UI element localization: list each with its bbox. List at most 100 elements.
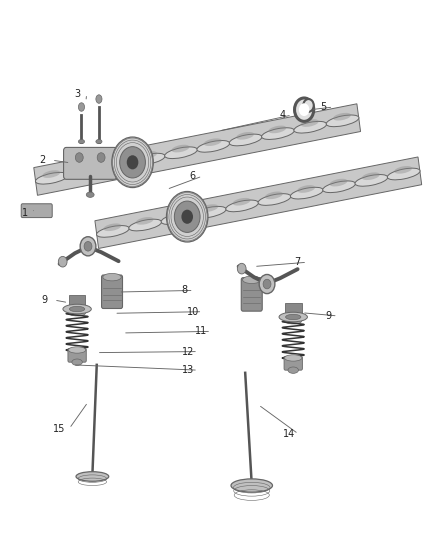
Circle shape	[174, 201, 200, 232]
Ellipse shape	[69, 311, 85, 316]
Text: 6: 6	[190, 171, 196, 181]
Text: 5: 5	[321, 102, 327, 112]
Ellipse shape	[226, 200, 258, 212]
Ellipse shape	[329, 179, 347, 187]
Circle shape	[259, 274, 275, 294]
Ellipse shape	[161, 213, 194, 224]
Ellipse shape	[243, 276, 261, 284]
Circle shape	[120, 147, 145, 178]
Ellipse shape	[261, 128, 294, 140]
Ellipse shape	[78, 140, 85, 144]
Ellipse shape	[333, 113, 351, 120]
Circle shape	[299, 103, 309, 116]
Text: 8: 8	[181, 286, 187, 295]
Ellipse shape	[362, 172, 380, 180]
Ellipse shape	[168, 211, 186, 219]
Ellipse shape	[100, 160, 133, 171]
Ellipse shape	[68, 166, 100, 177]
Text: 9: 9	[41, 295, 47, 305]
Circle shape	[263, 279, 271, 289]
Ellipse shape	[96, 140, 102, 144]
Ellipse shape	[70, 306, 85, 312]
Ellipse shape	[86, 192, 94, 197]
Ellipse shape	[290, 187, 323, 199]
Ellipse shape	[229, 134, 262, 146]
Text: 15: 15	[53, 424, 66, 434]
FancyBboxPatch shape	[285, 303, 301, 320]
Ellipse shape	[136, 217, 154, 225]
Circle shape	[80, 237, 96, 256]
Ellipse shape	[297, 185, 315, 193]
Circle shape	[237, 263, 246, 274]
Polygon shape	[34, 104, 360, 195]
Ellipse shape	[285, 355, 302, 361]
Circle shape	[127, 155, 138, 169]
Text: 4: 4	[279, 110, 286, 120]
Ellipse shape	[236, 132, 254, 140]
FancyBboxPatch shape	[241, 278, 262, 311]
Ellipse shape	[194, 206, 226, 218]
FancyBboxPatch shape	[64, 148, 117, 179]
FancyBboxPatch shape	[69, 295, 85, 312]
Ellipse shape	[103, 273, 121, 281]
Ellipse shape	[204, 139, 222, 146]
Ellipse shape	[294, 122, 327, 133]
Ellipse shape	[286, 314, 301, 320]
Circle shape	[303, 99, 314, 112]
Ellipse shape	[233, 198, 251, 206]
Ellipse shape	[96, 95, 102, 103]
Ellipse shape	[96, 225, 129, 237]
Text: 3: 3	[74, 88, 80, 99]
Circle shape	[112, 137, 153, 188]
Ellipse shape	[76, 472, 109, 481]
Ellipse shape	[74, 164, 92, 172]
Ellipse shape	[35, 173, 68, 184]
Ellipse shape	[387, 168, 420, 180]
Ellipse shape	[132, 154, 165, 165]
Text: 7: 7	[294, 257, 301, 267]
Ellipse shape	[279, 312, 307, 322]
Text: 12: 12	[182, 346, 194, 357]
Circle shape	[181, 209, 193, 224]
Circle shape	[75, 153, 83, 163]
Circle shape	[166, 191, 208, 242]
Ellipse shape	[301, 119, 319, 127]
FancyBboxPatch shape	[284, 357, 302, 370]
Ellipse shape	[326, 115, 359, 127]
Ellipse shape	[258, 193, 291, 205]
FancyBboxPatch shape	[102, 275, 123, 309]
Ellipse shape	[68, 347, 86, 353]
Ellipse shape	[63, 304, 91, 314]
FancyBboxPatch shape	[21, 204, 52, 217]
Ellipse shape	[107, 158, 125, 165]
Ellipse shape	[171, 145, 190, 152]
Ellipse shape	[72, 359, 82, 366]
Ellipse shape	[265, 191, 283, 199]
Circle shape	[58, 256, 67, 267]
Ellipse shape	[197, 141, 230, 152]
Text: 2: 2	[39, 155, 45, 165]
Text: 11: 11	[195, 326, 208, 336]
Ellipse shape	[103, 223, 121, 231]
Ellipse shape	[285, 319, 301, 324]
Text: 9: 9	[325, 311, 331, 321]
Ellipse shape	[323, 181, 355, 192]
Circle shape	[97, 153, 105, 163]
Text: 13: 13	[182, 365, 194, 375]
Circle shape	[294, 98, 314, 122]
Ellipse shape	[165, 147, 198, 158]
Ellipse shape	[268, 126, 286, 133]
Text: 1: 1	[21, 208, 28, 219]
FancyBboxPatch shape	[68, 349, 86, 362]
Circle shape	[84, 241, 92, 251]
Ellipse shape	[42, 170, 60, 178]
Ellipse shape	[129, 219, 162, 231]
Ellipse shape	[355, 174, 388, 186]
Text: 10: 10	[187, 306, 199, 317]
Ellipse shape	[288, 367, 298, 373]
Polygon shape	[95, 157, 422, 248]
Ellipse shape	[139, 151, 157, 159]
Ellipse shape	[200, 204, 218, 212]
Ellipse shape	[231, 479, 272, 492]
Text: 14: 14	[283, 429, 295, 439]
